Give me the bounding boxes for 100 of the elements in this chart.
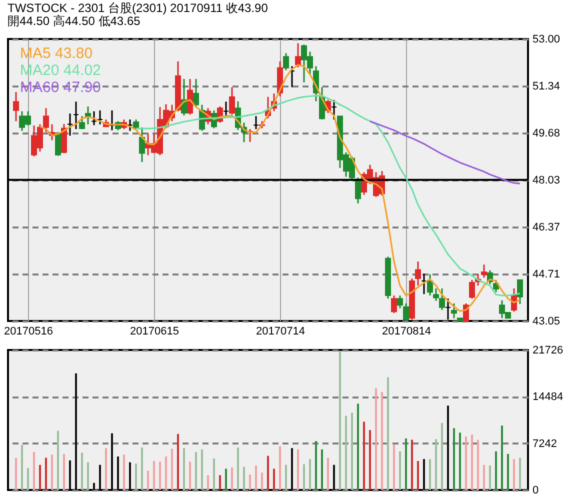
bar [171, 448, 173, 490]
y-tick-label: 43.05 [532, 316, 560, 328]
candlestick [43, 107, 49, 133]
bar [321, 449, 323, 490]
bar [471, 434, 473, 490]
bar [153, 461, 155, 490]
bar [195, 452, 197, 490]
bar [189, 462, 191, 490]
bar [261, 472, 263, 490]
candlestick [481, 264, 487, 278]
bar [339, 350, 341, 490]
y-tick-label: 49.68 [532, 128, 560, 140]
bar [213, 458, 215, 490]
candlestick [463, 302, 469, 322]
candlestick [295, 42, 301, 68]
bar [495, 451, 497, 490]
text: MA5 43.80 [20, 45, 93, 62]
bar [99, 464, 101, 490]
bar [33, 452, 35, 490]
candlestick [91, 110, 97, 126]
candlestick [451, 302, 457, 319]
bar [63, 454, 65, 490]
bar [393, 444, 395, 490]
bar [477, 440, 479, 490]
bar [93, 482, 95, 490]
candlestick [517, 279, 523, 305]
candlestick [67, 112, 73, 136]
bar [501, 426, 503, 490]
candlestick [127, 118, 133, 132]
x-tick-label: 20170814 [382, 326, 431, 338]
bar [411, 440, 413, 490]
candlestick [97, 110, 103, 126]
bar [237, 447, 239, 490]
candlestick [415, 260, 421, 286]
bar [159, 462, 161, 490]
bar [507, 454, 509, 490]
y-tick-label: 7242 [532, 438, 557, 450]
candlestick [229, 86, 235, 116]
bar [399, 451, 401, 490]
x-tick-label: 20170516 [4, 326, 53, 338]
bar [387, 377, 389, 490]
bar [45, 458, 47, 490]
bar [15, 458, 17, 490]
bar [249, 474, 251, 490]
bar [285, 464, 287, 490]
bar [309, 459, 311, 490]
bar [465, 436, 467, 490]
candlestick [79, 115, 85, 130]
bar [111, 433, 113, 490]
line-series [369, 120, 521, 184]
bar [357, 404, 359, 490]
candlestick [133, 118, 139, 130]
candlestick [427, 273, 433, 296]
bar [519, 458, 521, 490]
candlestick [109, 110, 115, 132]
bar [447, 406, 449, 490]
bar [57, 430, 59, 490]
candlestick [139, 126, 145, 163]
bar [363, 422, 365, 490]
bar [279, 446, 281, 490]
x-tick-label: 20170714 [256, 326, 305, 338]
bar [513, 459, 515, 490]
bar [423, 459, 425, 490]
bar [69, 460, 71, 490]
bar [129, 462, 131, 490]
bar [375, 388, 377, 490]
bar [105, 448, 107, 490]
bar [39, 464, 41, 490]
bar [207, 475, 209, 490]
candlestick [469, 279, 475, 300]
chart-subtitle: 開44.50 高44.50 低43.65 [8, 14, 141, 28]
bar [231, 467, 233, 490]
bar [225, 468, 227, 490]
y-tick-label: 21726 [532, 344, 564, 356]
y-tick-label: 48.03 [532, 174, 560, 186]
bar [483, 464, 485, 490]
bar [51, 454, 53, 490]
candlestick [421, 272, 427, 295]
bar [21, 444, 23, 490]
bar [201, 449, 203, 490]
bar [453, 428, 455, 490]
bar [381, 392, 383, 490]
candlestick [391, 294, 397, 314]
bar [87, 462, 89, 490]
bar [351, 412, 353, 490]
bar [315, 441, 317, 490]
bar [141, 447, 143, 490]
bar [255, 466, 257, 490]
bar [273, 468, 275, 490]
bar [429, 459, 431, 490]
candlestick [283, 52, 289, 71]
candlestick [223, 100, 229, 117]
bar [405, 438, 407, 490]
bar [333, 464, 335, 490]
candlestick [55, 131, 61, 157]
bar [147, 470, 149, 490]
bar [297, 449, 299, 490]
bar [435, 439, 437, 490]
y-tick-label: 0 [532, 484, 539, 496]
bar [165, 456, 167, 490]
